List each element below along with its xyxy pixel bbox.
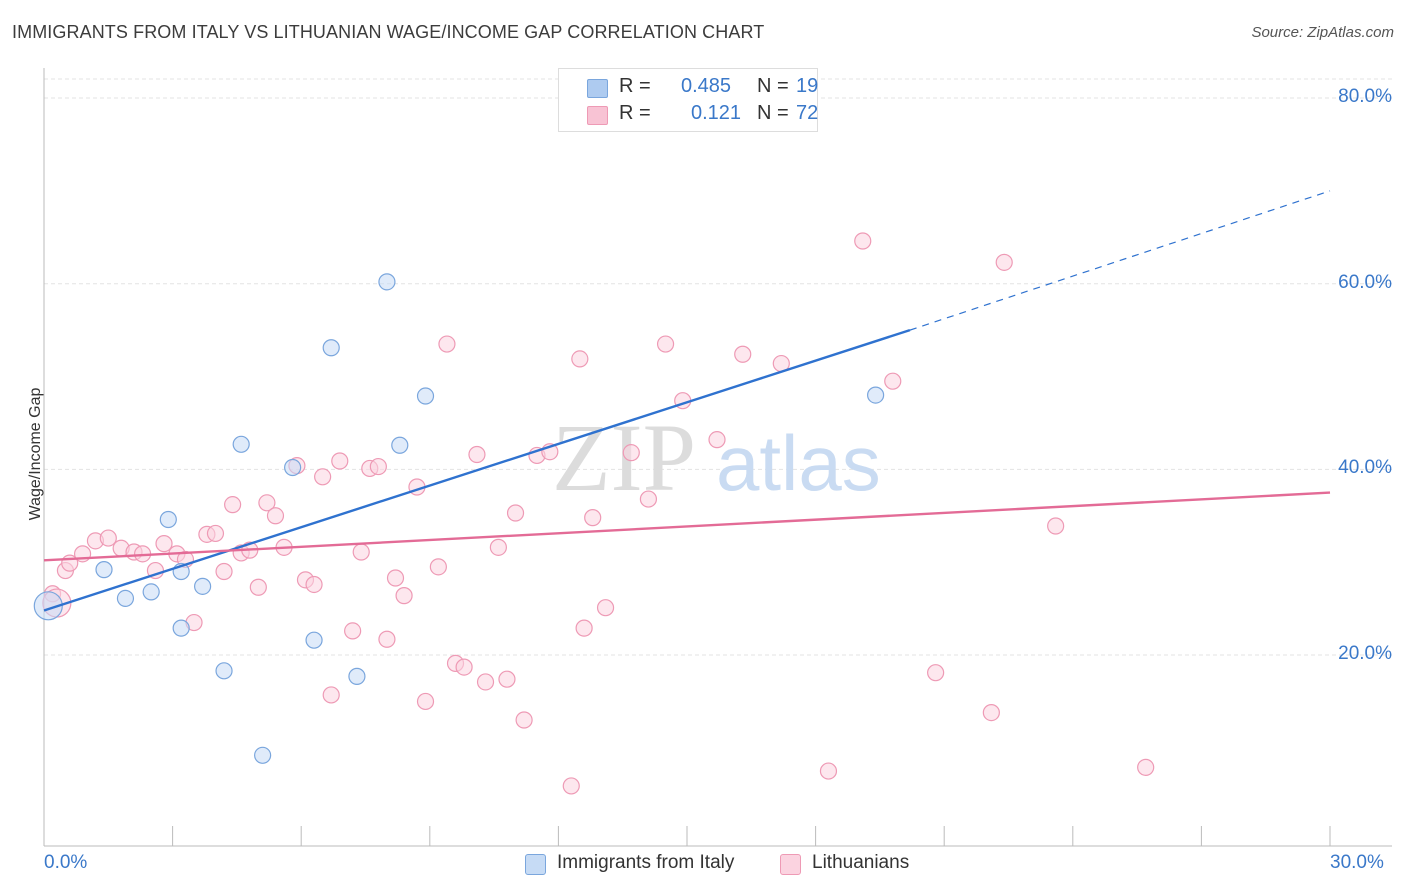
point-italy [215,662,233,680]
point-lithuanians [927,664,945,682]
point-italy [322,339,340,357]
point-lithuanians [515,711,533,729]
grid-lines [44,78,1392,656]
point-italy [33,591,63,621]
point-lithuanians [266,507,285,525]
point-lithuanians [429,558,447,576]
point-lithuanians [206,524,225,543]
point-italy [378,273,396,291]
point-lithuanians [305,575,323,594]
x-tick-label-min: 0.0% [44,852,88,873]
point-italy [348,667,366,685]
legend-swatch-italy [587,79,608,98]
bottom-legend-label-lithuanians: Lithuanians [812,852,910,873]
trend-line-lithuanians [43,491,1331,562]
legend-r-label: R = [619,102,651,124]
bottom-legend-swatch-lithuanians [780,854,801,875]
point-lithuanians [249,578,267,596]
point-lithuanians [258,494,276,512]
point-lithuanians [884,372,902,390]
point-lithuanians [331,452,349,470]
point-italy [305,631,323,649]
legend-n-label: N = [757,102,789,124]
point-italy [172,619,190,637]
legend-swatch-lithuanians [587,106,608,125]
point-lithuanians [1137,758,1155,776]
chart-source: Source: ZipAtlas.com [1251,24,1394,41]
point-italy [142,583,160,601]
point-italy [867,386,885,404]
point-italy [254,746,272,764]
point-lithuanians [352,543,370,561]
point-italy [416,387,435,405]
data-points [33,232,1155,795]
point-italy [232,435,250,453]
point-lithuanians [506,504,525,522]
point-lithuanians [378,630,396,648]
point-lithuanians [369,457,387,476]
point-lithuanians [314,468,332,486]
legend-n-value: 72 [796,102,819,124]
legend-n-value: 19 [796,75,819,97]
trend-lines [43,190,1331,612]
point-italy [95,561,113,579]
point-lithuanians [386,569,405,587]
y-tick-label: 80.0% [1338,86,1392,108]
point-lithuanians [498,670,516,688]
point-lithuanians [995,253,1013,271]
point-lithuanians [468,445,486,464]
point-italy [159,510,177,529]
point-lithuanians [438,335,456,353]
point-lithuanians [584,509,602,527]
point-lithuanians [575,619,593,637]
point-lithuanians [639,490,658,508]
point-lithuanians [1047,517,1065,535]
point-lithuanians [322,686,340,704]
point-lithuanians [215,562,233,581]
point-lithuanians [708,431,726,449]
legend-r-value: 0.121 [691,102,742,124]
legend-n-label: N = [757,75,789,97]
point-italy [391,436,409,454]
point-lithuanians [571,350,589,368]
chart-title: IMMIGRANTS FROM ITALY VS LITHUANIAN WAGE… [12,22,765,42]
trend-line-italy [43,328,911,612]
y-tick-label: 60.0% [1338,271,1392,293]
watermark: ZIP atlas [552,404,881,511]
point-lithuanians [854,232,872,250]
point-italy [284,458,302,477]
point-lithuanians [982,703,1000,722]
point-lithuanians [224,496,242,514]
point-lithuanians [416,692,435,711]
point-lithuanians [819,762,838,780]
point-italy [116,589,135,608]
point-lithuanians [734,345,752,363]
point-lithuanians [476,673,495,691]
y-tick-label: 20.0% [1338,643,1392,665]
point-lithuanians [395,587,413,605]
point-lithuanians [596,599,615,617]
point-italy [194,577,212,595]
point-lithuanians [656,335,675,353]
legend-r-value: 0.485 [681,75,732,97]
point-lithuanians [155,535,173,553]
legend-r-label: R = [619,75,651,97]
watermark-zip: ZIP [552,404,696,511]
axes [43,68,1392,847]
bottom-legend-swatch-italy [525,854,546,875]
point-lithuanians [99,529,117,547]
stats-legend: R = 0.485 N = 19 R = 0.121 N = 72 [558,68,818,132]
point-lithuanians [455,658,473,676]
bottom-legend-label-italy: Immigrants from Italy [557,852,735,873]
y-tick-label: 40.0% [1338,457,1392,479]
point-lithuanians [489,538,507,556]
point-lithuanians [562,777,580,795]
x-tick-label-max: 30.0% [1330,852,1384,873]
point-lithuanians [344,622,362,640]
point-lithuanians [622,444,640,462]
trend-line-italy-extension [909,190,1331,331]
y-axis-label: Wage/Income Gap [27,387,44,521]
watermark-atlas: atlas [716,419,881,507]
